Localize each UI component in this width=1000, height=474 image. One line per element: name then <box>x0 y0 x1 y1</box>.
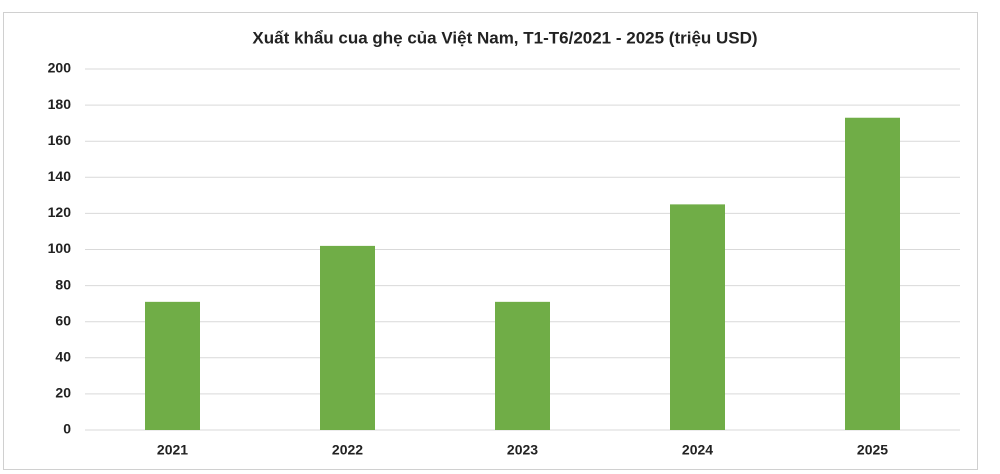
y-tick-label: 120 <box>48 204 72 220</box>
x-tick-label: 2023 <box>507 442 538 458</box>
y-tick-label: 80 <box>55 276 71 292</box>
y-tick-label: 60 <box>55 312 71 328</box>
y-tick-label: 140 <box>48 168 72 184</box>
y-tick-label: 200 <box>48 60 72 76</box>
bar <box>145 301 200 430</box>
bar <box>845 117 900 431</box>
x-tick-label: 2022 <box>332 442 363 458</box>
y-tick-label: 40 <box>55 349 71 365</box>
x-tick-label: 2025 <box>857 442 888 458</box>
y-tick-label: 160 <box>48 132 72 148</box>
bar <box>670 204 725 430</box>
y-tick-label: 0 <box>63 421 71 437</box>
chart-title: Xuất khẩu cua ghẹ của Việt Nam, T1-T6/20… <box>252 28 757 47</box>
y-tick-label: 20 <box>55 385 71 401</box>
bar <box>495 301 550 430</box>
y-tick-label: 180 <box>48 96 72 112</box>
x-tick-label: 2021 <box>157 442 188 458</box>
bar <box>320 245 375 430</box>
y-tick-label: 100 <box>48 240 72 256</box>
x-tick-label: 2024 <box>682 442 713 458</box>
